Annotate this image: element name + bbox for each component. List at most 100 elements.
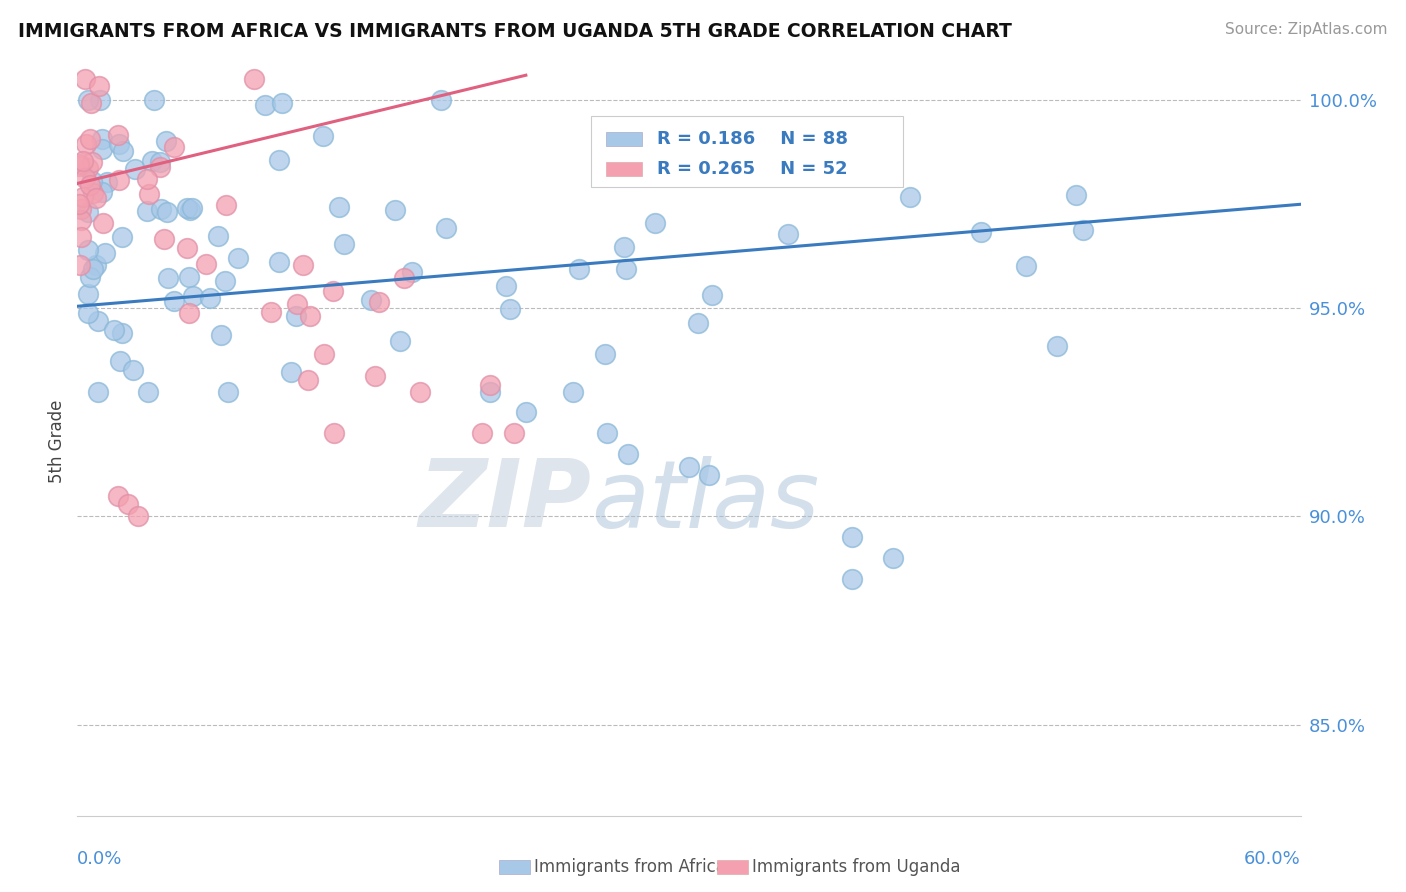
Point <box>499 302 522 317</box>
Point <box>409 384 432 399</box>
Point <box>699 467 721 482</box>
Point <box>214 274 236 288</box>
Point <box>69 230 91 244</box>
Point <box>644 216 666 230</box>
Text: IMMIGRANTS FROM AFRICA VS IMMIGRANTS FROM UGANDA 5TH GRADE CORRELATION CHART: IMMIGRANTS FROM AFRICA VS IMMIGRANTS FRO… <box>18 22 1012 41</box>
Point <box>70 202 93 216</box>
Point <box>688 316 710 330</box>
Point <box>333 237 356 252</box>
Point <box>596 426 619 441</box>
Point <box>124 162 146 177</box>
Point <box>156 204 179 219</box>
Point <box>72 190 94 204</box>
Point <box>107 128 129 143</box>
Point <box>149 202 172 216</box>
Point <box>75 72 97 87</box>
Point <box>76 93 98 107</box>
Point <box>430 93 453 107</box>
Point <box>323 426 346 441</box>
Point <box>67 160 90 174</box>
Point <box>142 93 165 107</box>
Point <box>207 229 229 244</box>
Point <box>364 368 387 383</box>
Point <box>87 314 110 328</box>
Y-axis label: 5th Grade: 5th Grade <box>48 400 66 483</box>
Bar <box>606 132 643 145</box>
Point <box>1073 222 1095 236</box>
Point <box>297 373 319 387</box>
Text: 0.0%: 0.0% <box>77 850 122 868</box>
Point <box>388 334 411 348</box>
Point <box>75 171 97 186</box>
Point <box>401 265 423 279</box>
Point <box>176 201 198 215</box>
Point <box>368 294 391 309</box>
Point <box>503 426 526 441</box>
Point <box>254 97 277 112</box>
Point <box>91 142 114 156</box>
Point <box>702 287 724 301</box>
Point <box>177 270 200 285</box>
Point <box>284 310 307 324</box>
Point <box>360 293 382 307</box>
Point <box>228 251 250 265</box>
Point <box>1064 188 1087 202</box>
Point <box>200 291 222 305</box>
Point <box>271 95 294 110</box>
Point <box>84 191 107 205</box>
Point <box>103 323 125 337</box>
Point <box>108 354 131 368</box>
Point <box>138 187 160 202</box>
Point <box>322 285 344 299</box>
Point <box>1046 339 1069 353</box>
Point <box>176 241 198 255</box>
Point <box>478 384 501 399</box>
Point <box>617 447 640 461</box>
Text: Immigrants from Uganda: Immigrants from Uganda <box>752 858 960 876</box>
Text: 60.0%: 60.0% <box>1244 850 1301 868</box>
Point <box>79 178 101 192</box>
Point <box>312 128 335 143</box>
Point <box>141 154 163 169</box>
Point <box>678 459 700 474</box>
Point <box>79 131 101 145</box>
Text: R = 0.265    N = 52: R = 0.265 N = 52 <box>657 160 848 178</box>
Point <box>328 201 350 215</box>
Point <box>84 258 107 272</box>
Text: atlas: atlas <box>591 456 820 547</box>
Point <box>80 155 103 169</box>
Point <box>90 131 112 145</box>
Point <box>76 205 98 219</box>
Point <box>155 135 177 149</box>
Point <box>180 202 202 216</box>
Point <box>75 136 97 151</box>
Point <box>107 489 129 503</box>
Point <box>87 384 110 399</box>
Point <box>80 95 103 110</box>
Point <box>195 257 218 271</box>
Point <box>96 175 118 189</box>
Point <box>149 161 172 175</box>
Point <box>67 197 90 211</box>
Point <box>79 270 101 285</box>
Point <box>314 347 336 361</box>
Point <box>214 198 236 212</box>
Point <box>394 270 416 285</box>
Point <box>111 326 134 341</box>
Point <box>807 157 830 171</box>
Point <box>108 137 131 152</box>
Point <box>179 306 201 320</box>
Point <box>280 365 302 379</box>
Point <box>82 261 104 276</box>
Text: R = 0.186    N = 88: R = 0.186 N = 88 <box>657 130 848 148</box>
Point <box>267 255 290 269</box>
Point <box>80 174 103 188</box>
Point <box>471 426 494 441</box>
Text: ZIP: ZIP <box>418 456 591 548</box>
Point <box>89 93 111 107</box>
Point <box>616 261 638 276</box>
Point <box>841 572 863 586</box>
Point <box>111 230 134 244</box>
Point <box>108 173 131 187</box>
Point <box>76 286 98 301</box>
